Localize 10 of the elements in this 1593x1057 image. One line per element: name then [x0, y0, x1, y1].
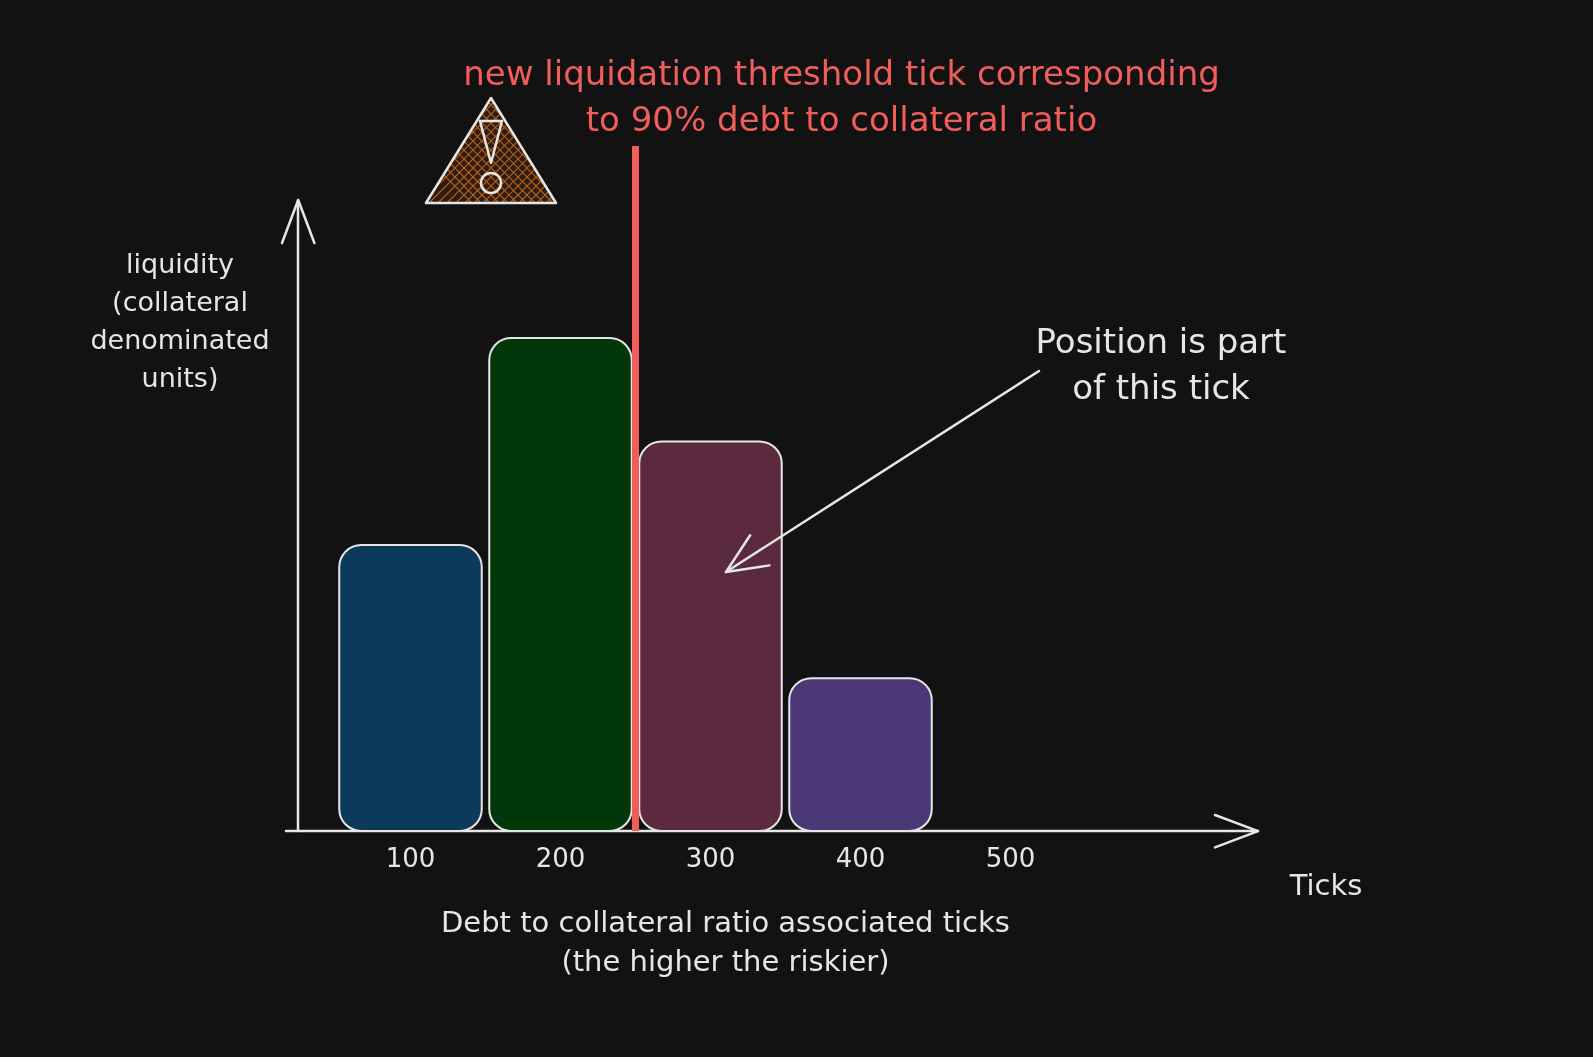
x-tick-label: 200: [535, 843, 586, 874]
x-tick-label: 400: [835, 843, 886, 874]
x-tick-label: 100: [385, 843, 436, 874]
text: Ticks: [1288, 867, 1364, 904]
x-tick-label: 500: [985, 843, 1036, 874]
x-tick-label: 300: [685, 843, 736, 874]
x-axis-title: Debt to collateral ratio associated ticks (the higher the riskier): [440, 904, 1011, 980]
ref-line-label: new liquidation threshold tick corresponding to 90% debt to collateral ratio: [462, 52, 1221, 141]
y-axis-title: liquidity (collateral denominated units): [89, 247, 271, 395]
annotation: Position is part of this tick: [1034, 320, 1288, 409]
